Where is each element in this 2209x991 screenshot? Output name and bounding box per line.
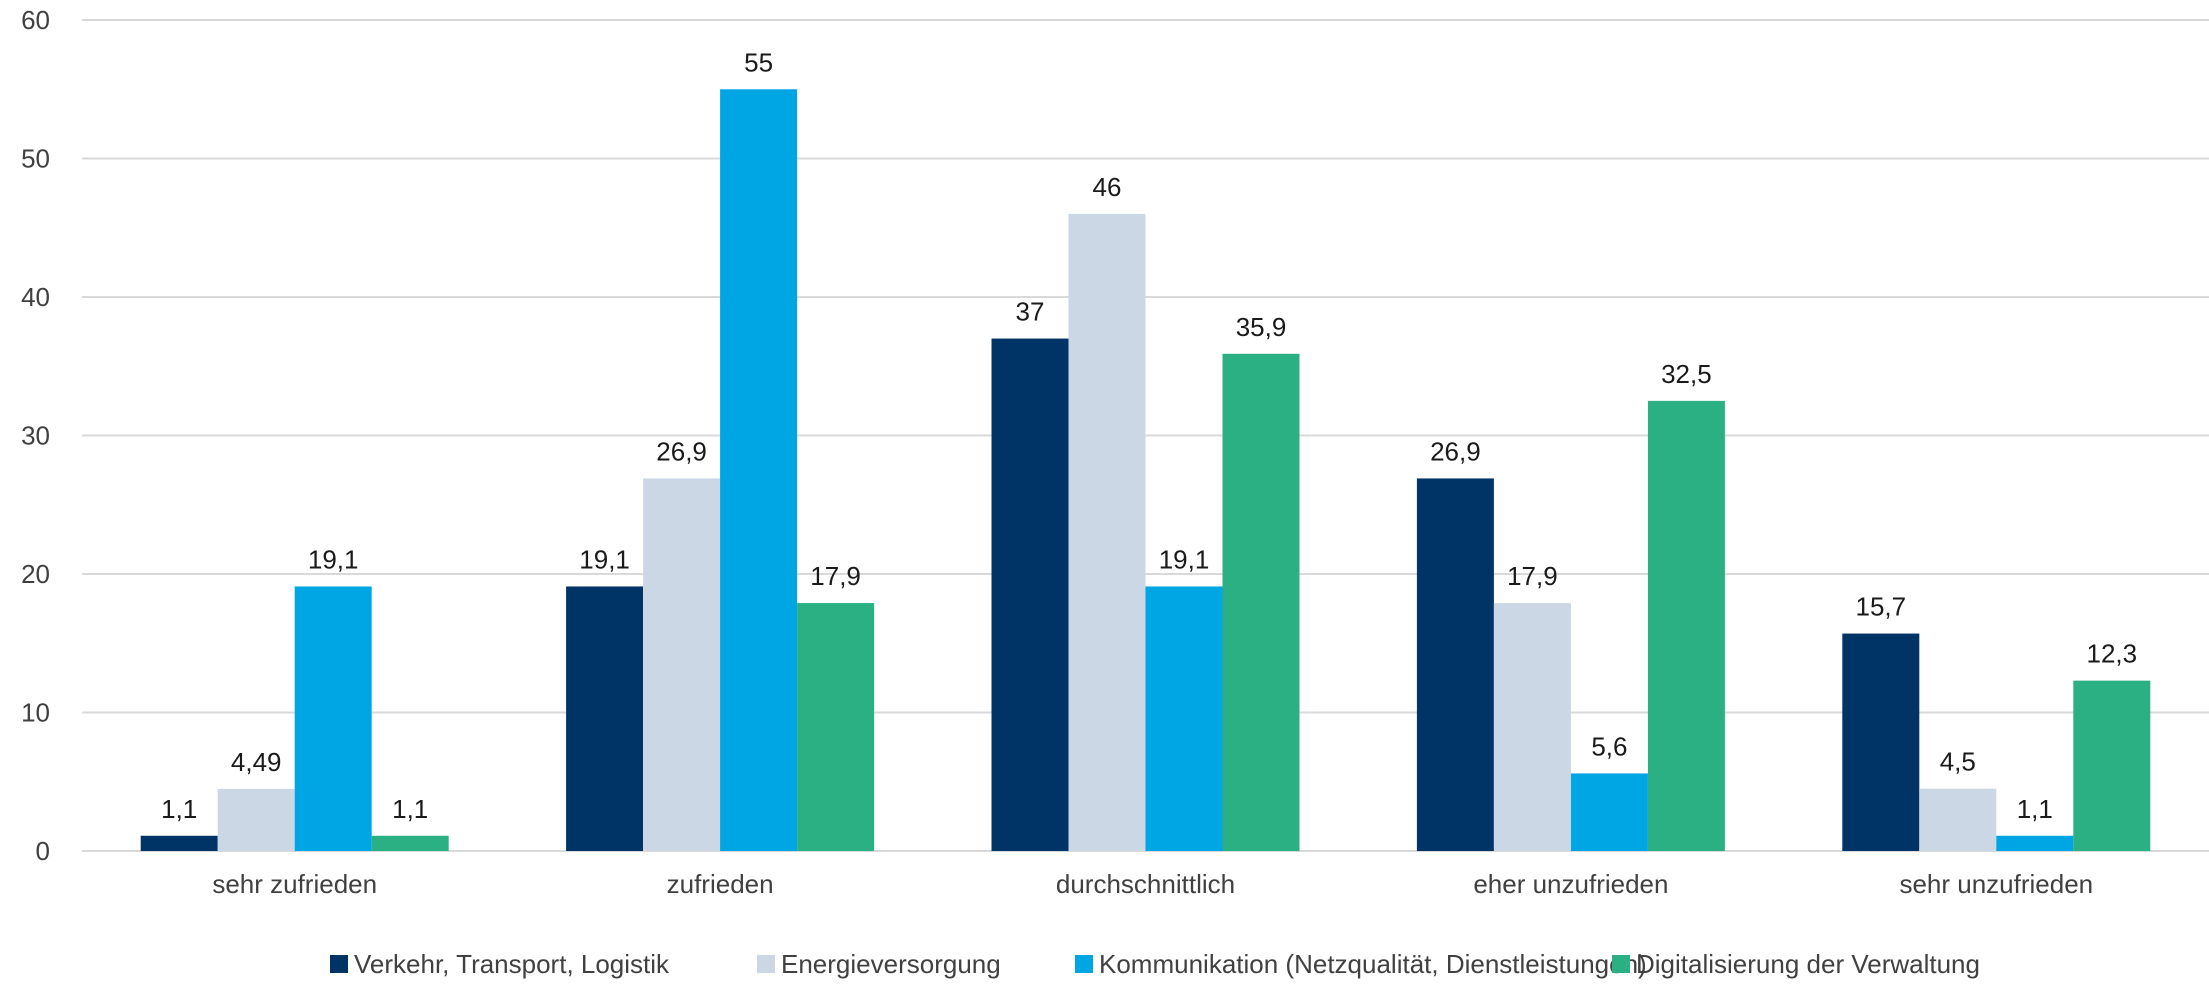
data-label: 55 (744, 47, 773, 77)
x-axis-categories: sehr zufrieden zufrieden durchschnittlich e… (212, 869, 2093, 899)
data-label: 37 (1016, 297, 1045, 327)
y-tick-label: 40 (21, 282, 50, 312)
bar (1570, 773, 1648, 851)
legend-label: Energieversorgung (781, 949, 1001, 979)
bar (1996, 835, 2074, 851)
data-label: 46 (1093, 172, 1122, 202)
data-label: 1,1 (2017, 794, 2053, 824)
bar (1919, 788, 1997, 851)
legend-swatch (330, 955, 348, 973)
data-label: 4,5 (1940, 747, 1976, 777)
data-label: 17,9 (1507, 561, 1558, 591)
bar (720, 89, 798, 851)
bar (294, 586, 372, 851)
data-label: 15,7 (1855, 592, 1906, 622)
data-label: 35,9 (1236, 312, 1287, 342)
bar (1493, 603, 1571, 851)
data-label: 12,3 (2086, 639, 2137, 669)
bar (1842, 633, 1920, 851)
bar (140, 835, 218, 851)
data-label: 4,49 (231, 747, 282, 777)
x-category-label: sehr zufrieden (212, 869, 377, 899)
x-category-label: sehr unzufrieden (1899, 869, 2093, 899)
bar (217, 788, 295, 851)
legend-label: Kommunikation (Netzqualität, Dienstleist… (1099, 949, 1647, 979)
bar (371, 835, 449, 851)
data-label: 19,1 (308, 544, 359, 574)
y-tick-label: 20 (21, 559, 50, 589)
legend-swatch (1612, 955, 1630, 973)
legend-label: Verkehr, Transport, Logistik (354, 949, 670, 979)
y-tick-label: 0 (36, 836, 50, 866)
data-labels: 1,1 4,49 19,1 1,1 19,1 26,9 55 17,9 37 46 19,1 35,9… (161, 47, 2137, 824)
y-tick-label: 60 (21, 5, 50, 35)
bar (1416, 478, 1494, 851)
data-label: 26,9 (656, 436, 707, 466)
bar (797, 603, 875, 851)
bar (643, 478, 721, 851)
bar (1222, 353, 1300, 851)
y-tick-label: 50 (21, 144, 50, 174)
data-label: 32,5 (1661, 359, 1712, 389)
data-label: 1,1 (392, 794, 428, 824)
bars (140, 89, 2151, 851)
legend-swatch (757, 955, 775, 973)
bar (1145, 586, 1223, 851)
x-category-label: zufrieden (667, 869, 774, 899)
bar (991, 338, 1069, 851)
legend: Verkehr, Transport, Logistik Energieverso… (330, 949, 1980, 979)
x-category-label: durchschnittlich (1056, 869, 1235, 899)
bar (2073, 680, 2151, 851)
bar (1647, 400, 1725, 851)
legend-swatch (1075, 955, 1093, 973)
bar (566, 586, 644, 851)
x-category-label: eher unzufrieden (1473, 869, 1668, 899)
data-label: 17,9 (810, 561, 861, 591)
bar (1068, 213, 1146, 851)
data-label: 19,1 (579, 544, 630, 574)
data-label: 19,1 (1159, 544, 1210, 574)
data-label: 5,6 (1591, 731, 1627, 761)
y-axis-ticks: 0 10 20 30 40 50 60 (21, 5, 50, 866)
y-tick-label: 30 (21, 421, 50, 451)
data-label: 26,9 (1430, 436, 1481, 466)
data-label: 1,1 (161, 794, 197, 824)
legend-label: Digitalisierung der Verwaltung (1636, 949, 1980, 979)
y-tick-label: 10 (21, 698, 50, 728)
